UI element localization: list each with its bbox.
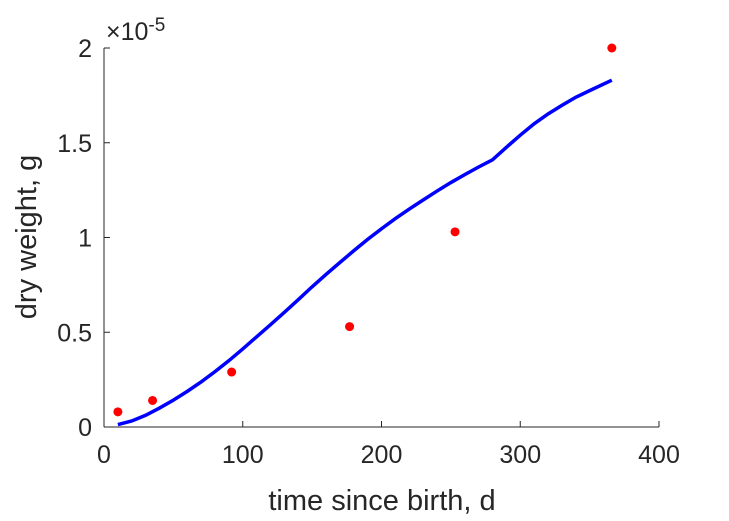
data-point xyxy=(450,227,460,237)
y-tick-label: 0.5 xyxy=(57,319,92,347)
data-point xyxy=(345,322,355,332)
y-tick-label: 1 xyxy=(78,225,92,253)
data-point xyxy=(113,407,123,417)
y-axis-label: dry weight, g xyxy=(11,155,43,319)
data-point xyxy=(148,395,158,405)
x-tick-label: 100 xyxy=(222,441,264,469)
y-axis-exponent-base: ×10 xyxy=(106,18,148,46)
axes xyxy=(103,48,659,428)
data-points-series xyxy=(113,43,617,417)
y-tick-label: 2 xyxy=(78,35,92,63)
x-tick-label: 0 xyxy=(97,441,111,469)
data-point xyxy=(227,367,237,377)
x-tick-label: 300 xyxy=(499,441,541,469)
data-point xyxy=(607,43,617,53)
y-tick-label: 0 xyxy=(78,414,92,442)
fit-line xyxy=(117,78,613,427)
y-axis-exponent: ×10-5 xyxy=(106,15,165,46)
x-tick-label: 200 xyxy=(361,441,403,469)
y-axis-exponent-power: -5 xyxy=(148,15,165,36)
x-tick-label: 400 xyxy=(638,441,680,469)
ticks: 0 100 200 300 400 0 0.5 1 1.5 2 xyxy=(57,35,680,469)
x-axis-label: time since birth, d xyxy=(268,485,495,517)
fit-line-series xyxy=(117,78,613,427)
y-tick-label: 1.5 xyxy=(57,130,92,158)
